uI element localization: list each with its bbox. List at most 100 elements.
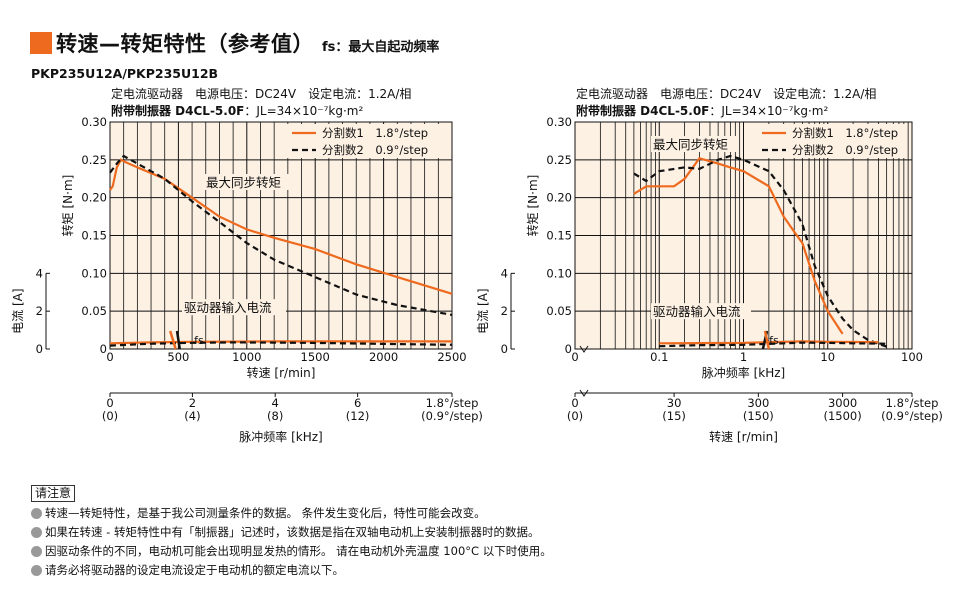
x-tick-label: 10 bbox=[820, 350, 835, 364]
axis-break-icon bbox=[579, 389, 589, 397]
notes-header: 请注意 bbox=[31, 485, 76, 502]
y-tick-label: 0.15 bbox=[546, 229, 572, 243]
y-tick-label: 0.20 bbox=[546, 191, 572, 205]
secondary-axis-label: 脉冲频率 [kHz] bbox=[239, 429, 322, 444]
y-axis-label: 转矩 [N·m] bbox=[525, 175, 540, 237]
y-tick-label: 0.20 bbox=[81, 191, 107, 205]
y-tick-label: 0.25 bbox=[81, 153, 107, 167]
legend-label: 分割数1 1.8°/step bbox=[792, 126, 898, 140]
fs-marker bbox=[175, 330, 182, 350]
fs-marker bbox=[763, 330, 771, 350]
current-axis-label: 电流 [A] bbox=[11, 288, 25, 333]
right-conditions: 定电流驱动器 电源电压：DC24V 设定电流：1.2A/相 附带制振器 D4CL… bbox=[576, 86, 876, 120]
x-tick-label: 1500 bbox=[301, 350, 330, 364]
title-main: 转速—转矩特性（参考值） bbox=[56, 32, 314, 56]
left-cond-damper: 附带制振器 D4CL-5.0F bbox=[111, 104, 245, 118]
annotation-bg bbox=[651, 303, 751, 320]
secondary-tick-label: 300 bbox=[747, 396, 769, 410]
secondary-tick-label2: (4) bbox=[184, 409, 200, 423]
secondary-tick-label2: (150) bbox=[743, 409, 774, 423]
annotation-current: 驱动器输入电流 bbox=[184, 300, 272, 315]
x-tick-label: 100 bbox=[901, 350, 923, 364]
x-tick-label: 2500 bbox=[437, 350, 466, 364]
secondary-tick-label: 3000 bbox=[828, 396, 857, 410]
notes: 请注意 转速—转矩特性，是基于我公司测量条件的数据。 条件发生变化后，特性可能会… bbox=[31, 484, 552, 580]
secondary-tick-label2: (0.9°/step) bbox=[421, 409, 483, 423]
y-tick-label: 0.05 bbox=[81, 304, 107, 318]
bullet-icon bbox=[31, 527, 42, 538]
secondary-tick-label2: (0.9°/step) bbox=[881, 409, 943, 423]
note-line: 转速—转矩特性，是基于我公司测量条件的数据。 条件发生变化后，特性可能会改变。 bbox=[31, 504, 552, 523]
y-tick-label: 0.25 bbox=[546, 153, 572, 167]
fs-marker bbox=[168, 330, 177, 350]
title-marker-square bbox=[30, 32, 52, 54]
x-tick-label: 0 bbox=[571, 350, 578, 364]
page-title: 转速—转矩特性（参考值） fs：最大自起动频率 bbox=[30, 28, 439, 58]
note-line: 如果在转速 - 转矩特性中有「制振器」记述时，该数据是指在双轴电动机上安装制振器… bbox=[31, 523, 552, 542]
y-axis-label: 转矩 [N·m] bbox=[60, 175, 75, 237]
secondary-tick-label: 2 bbox=[189, 396, 196, 410]
x-tick-label: 1000 bbox=[232, 350, 261, 364]
secondary-tick-label: 6 bbox=[354, 396, 361, 410]
secondary-tick-label: 4 bbox=[272, 396, 279, 410]
legend-label: 分割数1 1.8°/step bbox=[322, 126, 428, 140]
annotation-bg bbox=[204, 174, 292, 190]
legend-label: 分割数2 0.9°/step bbox=[322, 143, 428, 157]
note-line: 请务必将驱动器的设定电流设定于电动机的额定电流以下。 bbox=[31, 561, 552, 580]
note-line: 因驱动条件的不同，电动机可能会出现明显发热的情形。 请在电动机外壳温度 100°… bbox=[31, 542, 552, 561]
current-series-line bbox=[659, 340, 879, 345]
current-axis-label: 电流 [A] bbox=[476, 288, 490, 333]
torque-series-line bbox=[633, 157, 844, 335]
annotation-torque: 最大同步转矩 bbox=[206, 175, 281, 190]
axis-break-icon bbox=[579, 345, 589, 353]
y-tick-label: 0.05 bbox=[546, 304, 572, 318]
x-tick-label: 2000 bbox=[369, 350, 398, 364]
x-tick-label: 1 bbox=[740, 350, 747, 364]
fs-label: fs bbox=[769, 334, 779, 347]
secondary-tick-label2: (15) bbox=[662, 409, 686, 423]
x-axis-label: 转速 [r/min] bbox=[247, 365, 316, 380]
legend-label: 分割数2 0.9°/step bbox=[792, 143, 898, 157]
bullet-icon bbox=[31, 546, 42, 557]
secondary-tick-label: 0 bbox=[571, 396, 578, 410]
secondary-tick-label: 1.8°/step bbox=[426, 396, 479, 410]
annotation-bg bbox=[182, 299, 286, 316]
x-axis-label: 脉冲频率 [kHz] bbox=[702, 365, 785, 380]
secondary-tick-label: 1.8°/step bbox=[886, 396, 939, 410]
secondary-tick-label2: (0) bbox=[102, 409, 118, 423]
annotation-bg bbox=[651, 136, 739, 152]
current-tick-label: 2 bbox=[501, 304, 508, 318]
x-tick-label: 0.1 bbox=[650, 350, 668, 364]
legend-box bbox=[756, 124, 906, 158]
y-tick-label: 0.30 bbox=[81, 115, 107, 129]
secondary-tick-label2: (12) bbox=[346, 409, 370, 423]
secondary-tick-label2: (8) bbox=[267, 409, 283, 423]
current-tick-label: 2 bbox=[36, 304, 43, 318]
y-tick-label: 0.15 bbox=[81, 229, 107, 243]
bullet-icon bbox=[31, 565, 42, 576]
left-cond-inertia: ：JL=34×10⁻⁷kg·m² bbox=[244, 104, 364, 118]
model-number: PKP235U12A/PKP235U12B bbox=[31, 66, 219, 81]
fs-label: fs bbox=[194, 334, 204, 347]
secondary-tick-label2: (0) bbox=[567, 409, 583, 423]
torque-series-line bbox=[109, 158, 453, 295]
right-cond-inertia: ：JL=34×10⁻⁷kg·m² bbox=[709, 104, 829, 118]
y-tick-label: 0.10 bbox=[81, 266, 107, 280]
right-cond-damper: 附带制振器 D4CL-5.0F bbox=[576, 104, 710, 118]
current-series-line bbox=[109, 341, 453, 347]
current-tick-label: 0 bbox=[501, 342, 508, 356]
annotation-torque: 最大同步转矩 bbox=[653, 137, 728, 152]
torque-series-line bbox=[109, 154, 453, 316]
left-cond-line1: 定电流驱动器 电源电压：DC24V 设定电流：1.2A/相 bbox=[111, 87, 412, 101]
title-subtitle: fs：最大自起动频率 bbox=[322, 39, 440, 55]
x-tick-label: 500 bbox=[167, 350, 189, 364]
y-tick-label: 0.30 bbox=[546, 115, 572, 129]
secondary-axis-label: 转速 [r/min] bbox=[709, 429, 778, 444]
y-tick-label: 0.10 bbox=[546, 266, 572, 280]
secondary-tick-label: 0 bbox=[106, 396, 113, 410]
left-conditions: 定电流驱动器 电源电压：DC24V 设定电流：1.2A/相 附带制振器 D4CL… bbox=[111, 86, 411, 120]
secondary-tick-label2: (1500) bbox=[823, 409, 861, 423]
secondary-tick-label: 30 bbox=[667, 396, 682, 410]
current-series-line bbox=[659, 341, 887, 348]
